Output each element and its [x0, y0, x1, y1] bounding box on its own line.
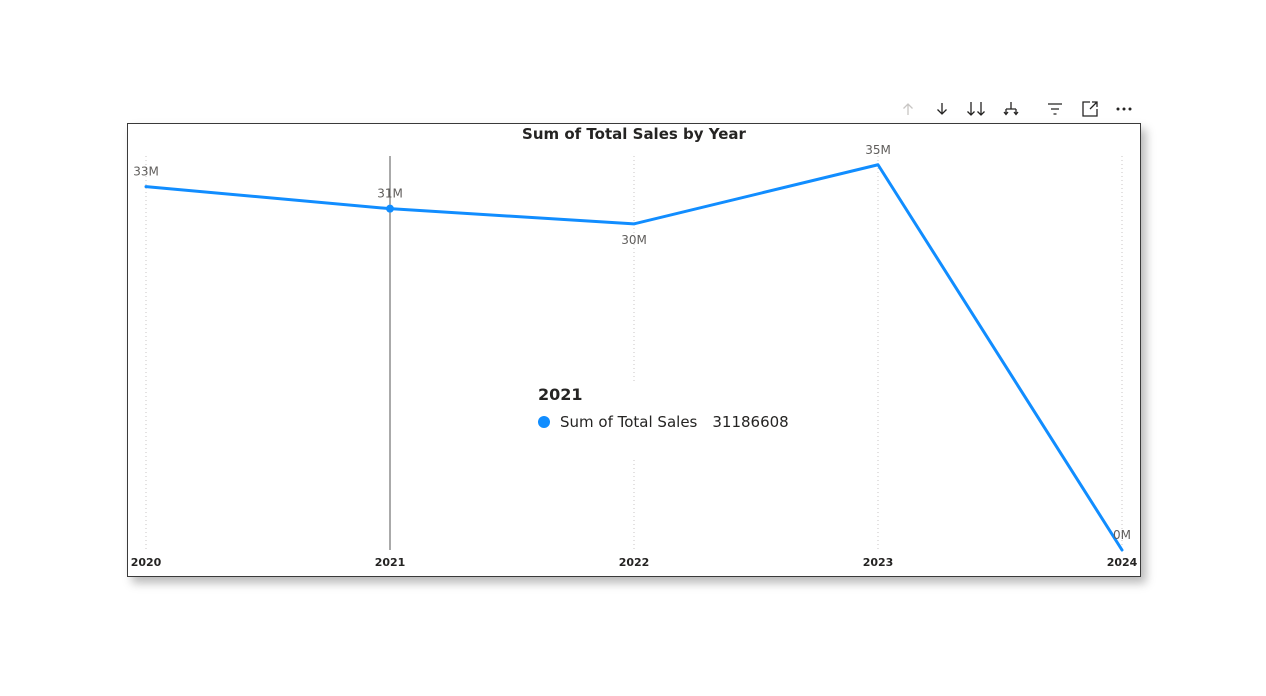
chart-title: Sum of Total Sales by Year: [522, 125, 746, 143]
x-tick-label-2020: 2020: [131, 556, 162, 569]
tooltip-title: 2021: [538, 385, 583, 404]
data-label-2021: 31M: [377, 187, 403, 201]
x-tick-label-2021: 2021: [375, 556, 406, 569]
tooltip-value: 31186608: [712, 413, 789, 431]
data-point-2021: [386, 204, 394, 213]
data-label-2022: 30M: [621, 233, 647, 247]
data-label-2020: 33M: [133, 165, 159, 179]
x-tick-label-2022: 2022: [619, 556, 650, 569]
line-chart-visual[interactable]: Sum of Total Sales by Year 33M 31M 30M 35M 0…: [127, 123, 1141, 577]
tooltip-row: Sum of Total Sales 31186608: [538, 413, 789, 431]
data-label-2023: 35M: [865, 143, 891, 157]
chart-tooltip: 2021 Sum of Total Sales 31186608: [528, 381, 798, 457]
tooltip-series-label: Sum of Total Sales: [560, 413, 698, 431]
x-tick-label-2023: 2023: [863, 556, 894, 569]
expand-hierarchy-icon[interactable]: [997, 96, 1025, 122]
series-line: [144, 163, 1124, 552]
visual-header-toolbar: [893, 96, 1143, 122]
double-arrow-down-icon[interactable]: [962, 96, 990, 122]
x-tick-label-2024: 2024: [1107, 556, 1138, 569]
tooltip-series-dot: [538, 416, 550, 428]
line-chart-plot: 33M 31M 30M 35M 0M 2020 2021 2022 2023 2024: [131, 143, 1138, 569]
filter-icon[interactable]: [1041, 96, 1069, 122]
focus-mode-icon[interactable]: [1076, 96, 1104, 122]
arrow-up-icon[interactable]: [894, 96, 922, 122]
more-options-icon[interactable]: [1110, 96, 1138, 122]
data-label-2024: 0M: [1113, 528, 1131, 542]
arrow-down-icon[interactable]: [928, 96, 956, 122]
